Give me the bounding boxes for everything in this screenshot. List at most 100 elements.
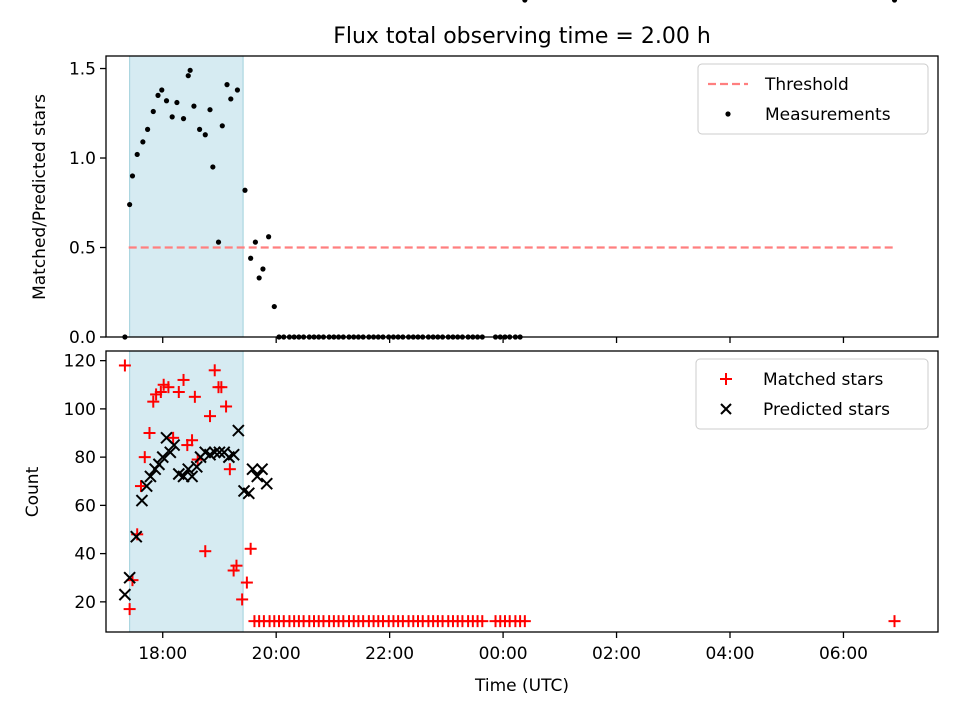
observing-window-band xyxy=(129,55,244,338)
predicted-star-point xyxy=(208,446,221,459)
measurement-point xyxy=(271,303,277,310)
measurement-point xyxy=(127,201,133,208)
measurement-point xyxy=(252,239,258,245)
measurement-point xyxy=(207,107,213,113)
x-tick-label: 00:00 xyxy=(479,644,528,664)
predicted-star-point xyxy=(144,470,157,483)
measurement-point xyxy=(150,108,156,115)
matched-star-point xyxy=(476,615,489,628)
top-y-tick-label: 1.0 xyxy=(69,149,96,169)
legend-matched-swatch xyxy=(720,373,732,385)
top-y-tick-label: 0.0 xyxy=(69,328,96,348)
predicted-star-point xyxy=(185,470,199,483)
x-tick-label: 18:00 xyxy=(138,644,187,664)
measurement-point xyxy=(260,266,266,272)
measurement-point xyxy=(256,275,262,281)
matched-star-point xyxy=(186,434,199,447)
predicted-star-point xyxy=(164,446,177,459)
bottom-legend: Matched stars Predicted stars xyxy=(695,358,929,430)
matched-star-point xyxy=(518,615,531,628)
top-panel-frame xyxy=(105,55,939,338)
x-axis-label: Time (UTC) xyxy=(474,676,569,696)
measurement-point xyxy=(242,187,248,193)
measurement-point xyxy=(215,239,222,245)
matched-star-point xyxy=(118,359,131,372)
bottom-y-tick-label: 80 xyxy=(74,448,96,468)
predicted-star-point xyxy=(123,571,136,584)
measurement-point xyxy=(169,114,175,120)
bottom-y-tick-label: 40 xyxy=(74,545,96,565)
matched-star-point xyxy=(123,603,136,616)
matched-star-point xyxy=(167,431,180,444)
measurement-point xyxy=(159,87,165,93)
top-y-tick-label: 1.5 xyxy=(69,60,96,80)
measurement-point xyxy=(145,126,151,132)
x-tick-label: 02:00 xyxy=(592,644,641,664)
matched-star-point xyxy=(147,395,160,408)
matched-star-point xyxy=(215,381,228,394)
bottom-y-tick-label: 20 xyxy=(74,593,96,613)
matched-star-point xyxy=(888,615,901,628)
measurement-point xyxy=(155,92,161,98)
predicted-star-point xyxy=(232,424,245,437)
legend-measurements-label: Measurements xyxy=(765,105,891,125)
predicted-star-point xyxy=(227,448,240,461)
top-y-tick-label: 0.5 xyxy=(69,239,96,259)
measurement-point xyxy=(191,103,197,109)
measurement-point xyxy=(180,116,187,122)
predicted-star-point xyxy=(118,588,132,601)
matched-star-point xyxy=(230,559,243,572)
observing-window-band xyxy=(129,350,244,633)
predicted-star-point xyxy=(260,477,273,490)
bottom-y-axis-label: Count xyxy=(23,466,43,517)
predicted-star-point xyxy=(213,446,226,459)
measurement-point xyxy=(140,139,146,145)
matched-star-point xyxy=(236,593,249,606)
legend-threshold-label: Threshold xyxy=(764,75,849,95)
matched-star-point xyxy=(143,427,156,440)
predicted-star-point xyxy=(251,470,264,483)
matched-star-point xyxy=(177,373,190,386)
legend-predicted-swatch xyxy=(720,403,732,415)
predicted-star-point xyxy=(242,487,255,500)
top-legend: Threshold Measurements xyxy=(697,63,929,135)
matched-star-point xyxy=(208,364,221,377)
measurement-point xyxy=(134,151,140,158)
measurement-point xyxy=(266,234,272,240)
measurement-point xyxy=(219,123,225,129)
x-tick-label: 06:00 xyxy=(819,644,868,664)
matched-star-point xyxy=(154,386,167,399)
matched-star-point xyxy=(240,576,253,589)
x-tick-label: 22:00 xyxy=(365,644,414,664)
bottom-y-tick-label: 120 xyxy=(64,352,96,372)
matched-star-point xyxy=(188,390,201,403)
predicted-star-point xyxy=(190,460,203,473)
matched-star-point xyxy=(134,480,147,493)
predicted-star-point xyxy=(156,450,169,464)
measurement-point xyxy=(210,164,216,170)
measurement-point xyxy=(129,173,136,179)
matched-star-point xyxy=(199,545,212,558)
measurement-point xyxy=(185,73,191,79)
measurement-point xyxy=(174,99,180,106)
matched-star-point xyxy=(204,410,216,423)
matched-star-point xyxy=(138,451,151,464)
top-y-axis-label: Matched/Predicted stars xyxy=(30,94,50,300)
measurement-point xyxy=(891,0,898,3)
bottom-panel: 18:00 20:00 22:00 00:00 02:00 04:00 06:00 20 40… xyxy=(23,350,939,696)
measurement-point xyxy=(197,126,203,132)
x-tick-label: 20:00 xyxy=(252,644,301,664)
measurement-point xyxy=(187,67,193,73)
legend-measurements-swatch xyxy=(725,111,731,117)
bottom-panel-frame xyxy=(105,350,939,633)
matched-star-point xyxy=(244,542,257,555)
matched-star-point xyxy=(172,386,185,399)
measurement-point xyxy=(234,87,241,93)
measurement-point xyxy=(248,255,254,261)
predicted-star-point xyxy=(246,462,259,476)
predicted-star-point xyxy=(255,462,269,476)
matched-star-point xyxy=(223,463,236,476)
bottom-y-tick-label: 60 xyxy=(74,496,96,516)
matched-star-point xyxy=(162,381,175,394)
